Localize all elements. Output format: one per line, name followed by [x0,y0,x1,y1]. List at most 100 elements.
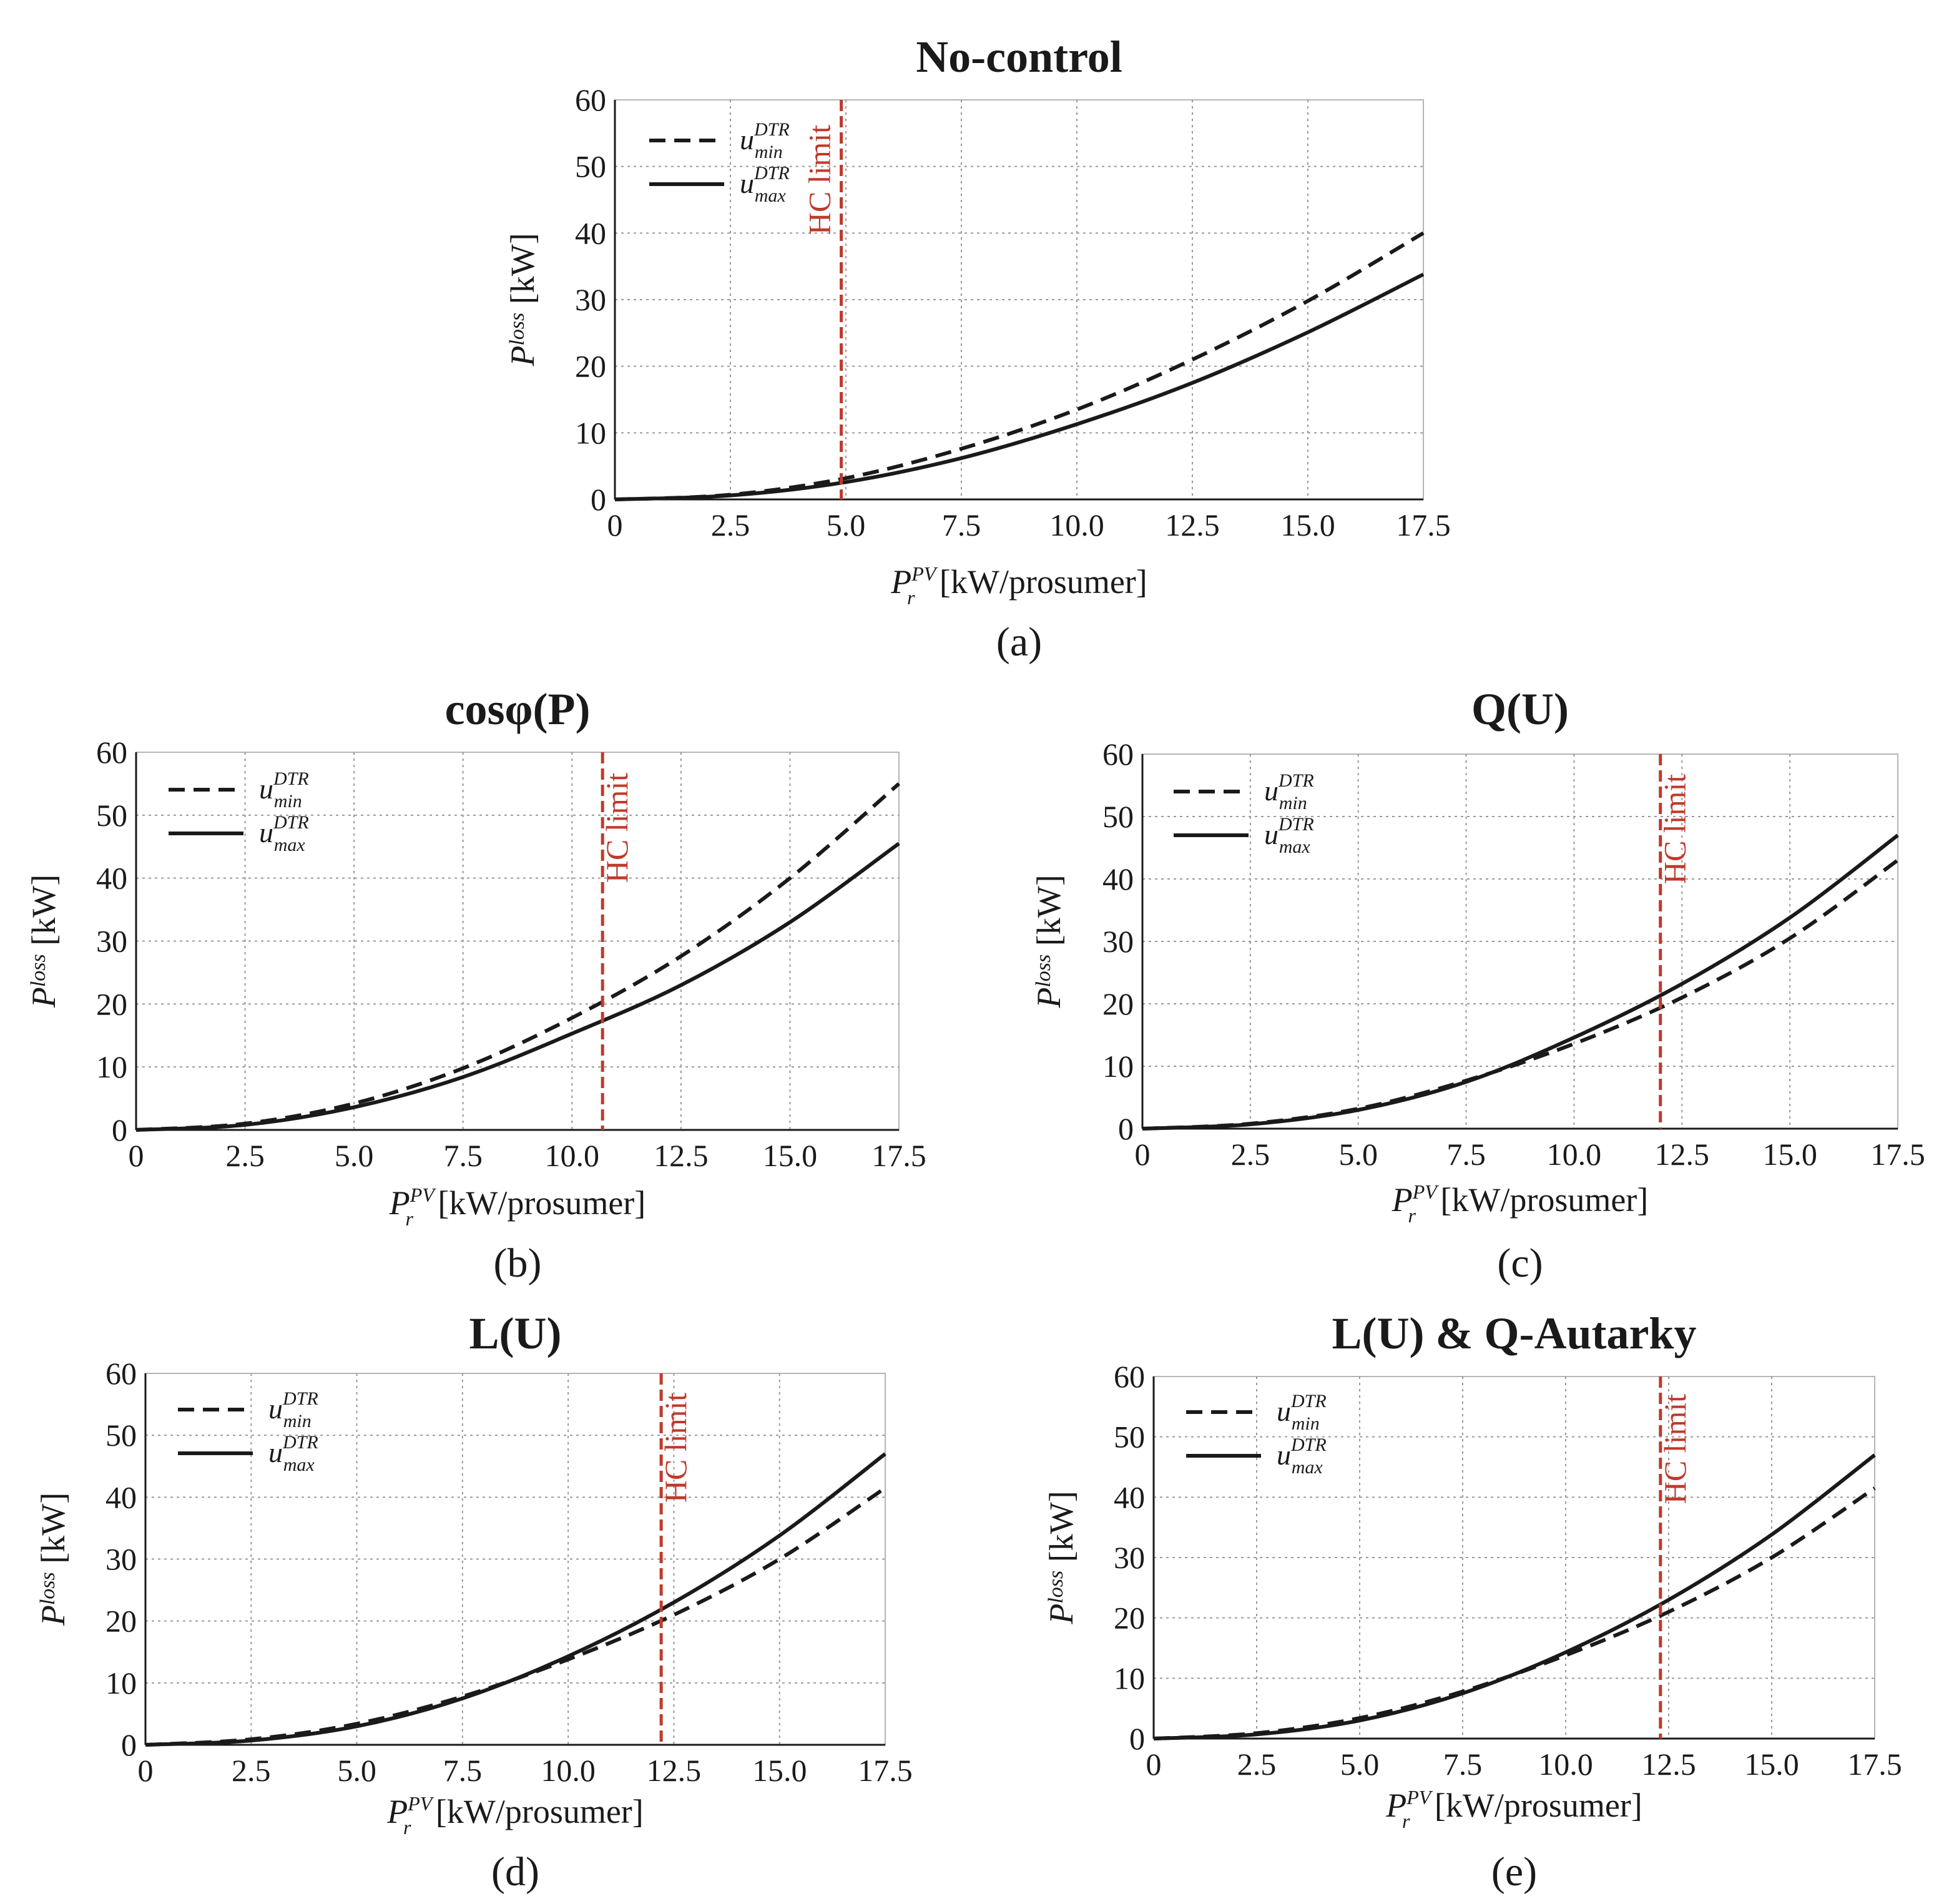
y-tick-label: 20 [1102,986,1134,1021]
panel-caption: (e) [1491,1849,1537,1895]
x-tick-label: 2.5 [232,1753,271,1788]
y-tick-label: 40 [96,861,127,896]
x-tick-label: 7.5 [443,1753,483,1788]
series-line-u-max [145,1452,886,1747]
chart-panel-e: L(U) & Q-Autarky 0 2.5 5.0 7.5 10.0 12.5 15.0 17… [1043,1308,1902,1895]
y-tick-label: 20 [106,1604,137,1639]
hc-limit-label: HC limit [802,125,837,235]
x-tick-label: 12.5 [1165,508,1220,542]
x-tick-label: 12.5 [1641,1747,1696,1782]
x-tick-label: 2.5 [225,1138,265,1173]
x-tick-label: 15.0 [763,1138,818,1173]
chart-title: L(U) & Q-Autarky [1332,1308,1697,1358]
series-line-u-min [1153,1486,1876,1740]
y-tick-label: 0 [121,1727,137,1762]
x-tick-label: 0 [138,1753,154,1788]
x-tick-label: 0 [607,508,623,542]
y-axis-label: Ploss [kW] [1043,1491,1080,1624]
y-tick-label: 50 [1114,1420,1145,1455]
x-axis-label: PPV r [kW/prosumer] [890,562,1147,609]
series-line-u-min [1142,858,1899,1131]
x-tick-label: 7.5 [443,1138,483,1173]
x-tick-label: 17.5 [1396,508,1451,542]
x-axis-label: PPV r [kW/prosumer] [1385,1786,1642,1832]
x-tick-label: 2.5 [711,508,750,542]
series-line-u-max [614,272,1425,501]
y-tick-label: 0 [591,482,606,517]
y-tick-label: 0 [112,1112,127,1147]
legend-label-min: uDTR min [1277,1391,1327,1434]
y-tick-label: 60 [96,735,127,770]
x-tick-label: 2.5 [1237,1747,1277,1782]
chart-title: cosφ(P) [445,684,591,734]
panel-caption: (d) [491,1849,539,1895]
x-tick-label: 15.0 [1762,1137,1817,1172]
y-tick-label: 30 [1114,1540,1145,1575]
y-axis-label-text: Ploss [kW] [504,233,541,366]
y-tick-label: 60 [1102,737,1134,772]
x-tick-label: 17.5 [871,1138,926,1173]
y-tick-label: 50 [106,1418,137,1453]
series-line-u-max [1153,1453,1876,1740]
legend-label-max: uDTR max [268,1432,318,1475]
hc-limit-label: HC limit [1657,774,1692,885]
y-tick-label: 10 [575,415,606,450]
y-axis-label-text: Ploss [kW] [34,1493,72,1626]
x-tick-label: 5.0 [335,1138,374,1173]
x-tick-label: 10.0 [1049,508,1104,542]
x-tick-label: 0 [129,1138,144,1173]
x-tick-label: 5.0 [1338,1137,1378,1172]
legend-label-min: uDTR min [259,768,309,812]
x-tick-label: 15.0 [1744,1747,1799,1782]
hc-limit-label: HC limit [599,773,634,883]
legend-label-max: uDTR max [259,812,309,855]
x-tick-label: 7.5 [942,508,981,542]
x-tick-label: 10.0 [541,1753,596,1788]
x-tick-label: 0 [1135,1137,1151,1172]
y-tick-label: 40 [1114,1480,1145,1514]
y-tick-label: 60 [106,1356,137,1391]
legend-label-max: uDTR max [1264,814,1314,857]
x-tick-label: 10.0 [1547,1137,1602,1172]
chart-panel-a: No-control 0 2.5 5.0 7.5 10.0 12.5 15.0 17.5 0 10 2… [504,32,1451,665]
y-tick-label: 20 [96,986,127,1021]
y-tick-label: 40 [106,1480,137,1514]
x-tick-label: 7.5 [1443,1747,1483,1782]
x-tick-label: 5.0 [1340,1747,1380,1782]
legend-label-min: uDTR min [1264,770,1314,813]
y-tick-label: 50 [1102,799,1134,834]
y-tick-label: 10 [1102,1049,1134,1084]
hc-limit-label: HC limit [658,1393,693,1503]
chart-panel-c: Q(U) 0 2.5 5.0 7.5 10.0 12.5 15.0 17.5 0 10 20 30 40 5… [1030,684,1925,1286]
panel-caption: (c) [1497,1240,1543,1286]
x-tick-label: 17.5 [1870,1137,1925,1172]
x-tick-label: 15.0 [752,1753,807,1788]
y-tick-label: 30 [1102,924,1134,959]
series-line-u-max [135,842,900,1132]
series-line-u-min [135,782,900,1132]
y-tick-label: 10 [106,1666,137,1700]
x-tick-label: 10.0 [545,1138,600,1173]
y-tick-label: 30 [575,282,606,317]
y-axis-label-text: Ploss [kW] [25,875,62,1008]
x-axis-label: PPV r [kW/prosumer] [389,1184,646,1230]
y-axis-label: Ploss [kW] [25,875,62,1008]
y-tick-label: 50 [96,798,127,833]
x-axis-label: PPV r [kW/prosumer] [1392,1180,1649,1227]
y-tick-label: 50 [575,149,606,184]
y-tick-label: 60 [1114,1359,1145,1394]
x-tick-label: 10.0 [1538,1747,1593,1782]
x-tick-label: 12.5 [647,1753,702,1788]
x-tick-label: 15.0 [1280,508,1335,542]
y-tick-label: 40 [1102,861,1134,896]
y-tick-label: 20 [1114,1601,1145,1636]
chart-title: No-control [916,32,1122,82]
series-line-u-max [1142,833,1899,1131]
y-axis-label-text: Ploss [kW] [1043,1491,1080,1624]
x-tick-label: 2.5 [1231,1137,1270,1172]
y-tick-label: 20 [575,349,606,384]
y-axis-label: Ploss [kW] [1030,875,1068,1008]
chart-panel-b: cosφ(P) 0 2.5 5.0 7.5 10.0 12.5 15.0 17.5 0 10 20 30… [25,684,926,1286]
